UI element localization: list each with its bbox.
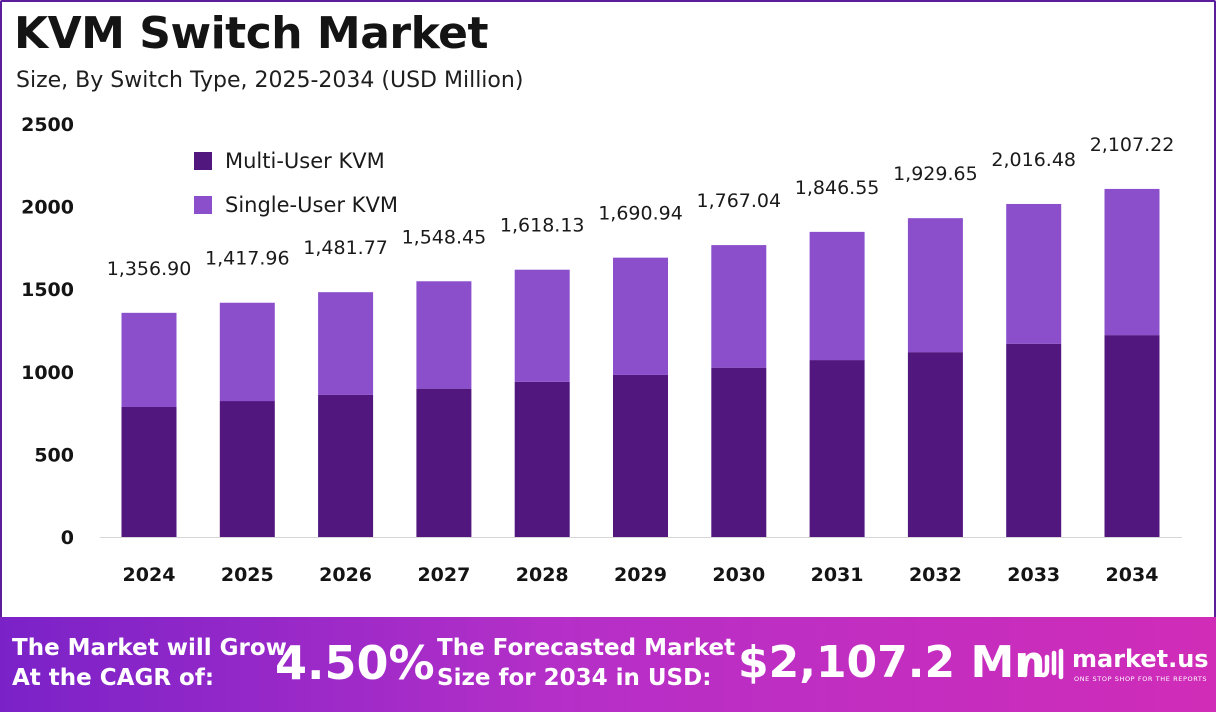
bar-multi-user — [613, 374, 668, 537]
y-tick-label: 1500 — [21, 279, 74, 301]
data-label: 1,417.96 — [205, 248, 290, 270]
bar-multi-user — [416, 388, 472, 537]
data-label: 2,107.22 — [1090, 134, 1175, 156]
bar-single-user — [907, 218, 963, 353]
bar-single-user — [514, 269, 570, 382]
bar-multi-user — [809, 360, 865, 537]
data-label: 1,618.13 — [500, 215, 585, 237]
logo-name: market.us — [1072, 645, 1209, 673]
forecast-value: $2,107.2 Mn — [738, 637, 1046, 688]
cagr-label-line-2: At the CAGR of: — [12, 665, 215, 691]
stacked-bar-chart: 0 500 1000 1500 2000 2500 1,356.90 1,417.96 1,4… — [21, 114, 1182, 586]
bar-single-user — [219, 302, 275, 402]
bar-single-user — [318, 292, 374, 395]
y-tick-label: 0 — [61, 527, 74, 549]
data-label: 1,548.45 — [402, 226, 487, 248]
forecast-label-line-1: The Forecasted Market — [437, 635, 736, 661]
legend-label: Single-User KVM — [225, 193, 398, 217]
bar-multi-user — [121, 406, 177, 537]
legend-swatch — [194, 152, 212, 170]
x-tick-label: 2026 — [319, 564, 372, 586]
bar-multi-user — [1006, 343, 1062, 537]
bar-single-user — [809, 231, 865, 361]
market-us-logo-icon — [1022, 648, 1064, 680]
x-tick-label: 2030 — [712, 564, 765, 586]
y-tick-label: 1000 — [21, 362, 74, 384]
bar-multi-user — [1104, 335, 1160, 537]
x-tick-label: 2029 — [614, 564, 667, 586]
bar-multi-user — [514, 381, 570, 537]
data-label: 1,846.55 — [795, 177, 880, 199]
y-tick-label: 500 — [34, 444, 74, 466]
chart-title: KVM Switch Market — [14, 8, 489, 59]
legend-label: Multi-User KVM — [225, 149, 385, 173]
logo-tagline: ONE STOP SHOP FOR THE REPORTS — [1074, 675, 1208, 683]
bar-multi-user — [219, 401, 275, 537]
bar-single-user — [1006, 203, 1062, 344]
bar-single-user — [711, 245, 767, 368]
y-tick-label: 2500 — [21, 114, 74, 136]
x-tick-label: 2025 — [221, 564, 274, 586]
x-tick-label: 2031 — [811, 564, 864, 586]
bar-single-user — [121, 312, 177, 407]
cagr-label: The Market will Grow At the CAGR of: — [12, 633, 287, 693]
bars: 1,356.90 1,417.96 1,481.77 1,548.45 1,618.13… — [107, 134, 1175, 537]
chart-subtitle: Size, By Switch Type, 2025-2034 (USD Mil… — [16, 68, 524, 93]
data-label: 2,016.48 — [991, 149, 1076, 171]
bar-single-user — [416, 281, 472, 389]
forecast-label-line-2: Size for 2034 in USD: — [437, 665, 712, 691]
y-tick-label: 2000 — [21, 197, 74, 219]
bar-multi-user — [907, 352, 963, 537]
x-tick-label: 2032 — [909, 564, 962, 586]
y-axis: 0 500 1000 1500 2000 2500 — [21, 114, 74, 549]
cagr-value: 4.50% — [275, 636, 435, 690]
x-tick-label: 2028 — [516, 564, 569, 586]
x-tick-label: 2034 — [1106, 564, 1159, 586]
data-label: 1,767.04 — [696, 190, 781, 212]
legend-swatch — [194, 196, 212, 214]
forecast-label: The Forecasted Market Size for 2034 in U… — [437, 633, 735, 693]
data-label: 1,929.65 — [893, 163, 978, 185]
x-tick-label: 2033 — [1007, 564, 1060, 586]
bar-multi-user — [711, 367, 767, 537]
data-label: 1,481.77 — [303, 237, 388, 259]
data-label: 1,690.94 — [598, 203, 683, 225]
data-label: 1,356.90 — [107, 258, 192, 280]
cagr-label-line-1: The Market will Grow — [12, 635, 287, 661]
x-tick-label: 2024 — [123, 564, 176, 586]
summary-banner: The Market will Grow At the CAGR of: 4.5… — [0, 617, 1216, 712]
bar-multi-user — [318, 394, 374, 537]
bar-single-user — [613, 257, 668, 375]
x-tick-label: 2027 — [417, 564, 470, 586]
market-us-logo: market.us ONE STOP SHOP FOR THE REPORTS — [1022, 645, 1212, 695]
bar-single-user — [1104, 188, 1160, 336]
x-axis: 2024 2025 2026 2027 2028 2029 2030 2031 2032 2033… — [123, 564, 1159, 586]
legend: Multi-User KVM Single-User KVM — [194, 149, 398, 217]
